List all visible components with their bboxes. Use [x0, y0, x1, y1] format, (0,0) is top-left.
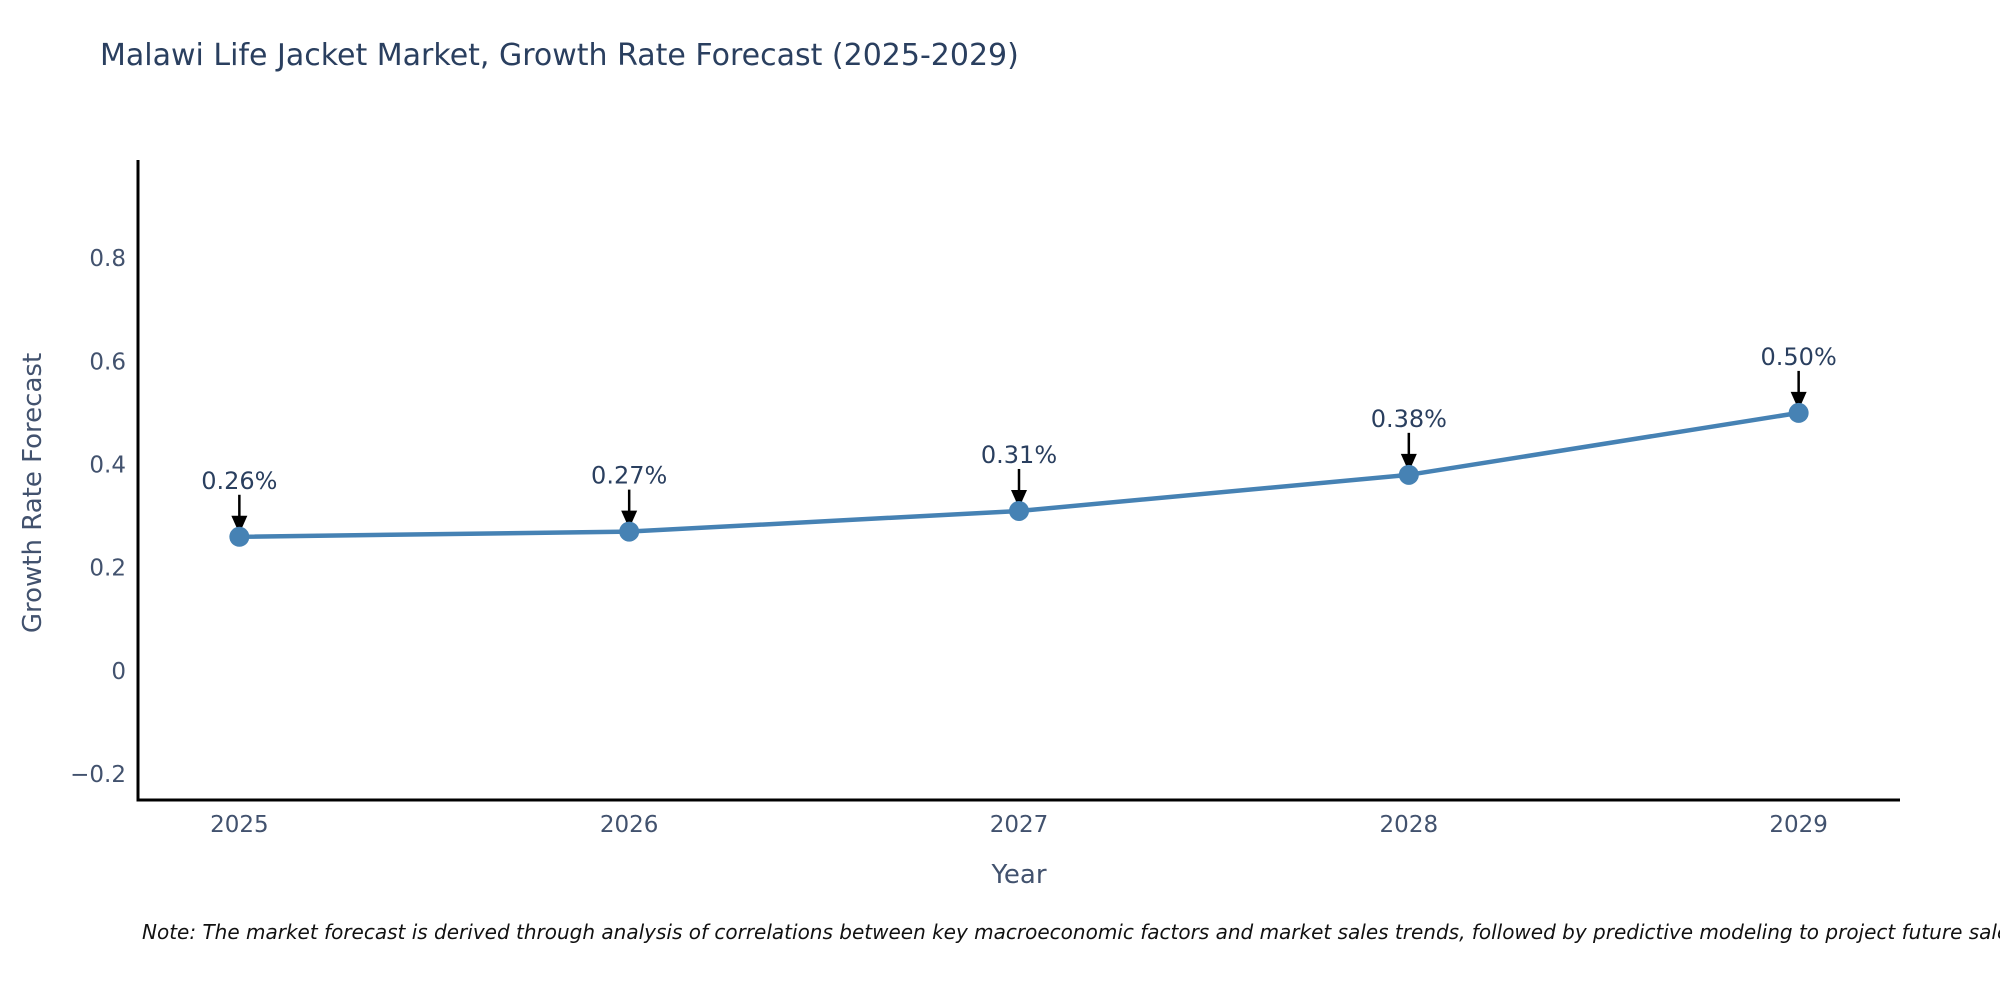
data-point-marker: [1788, 402, 1809, 423]
x-axis-title: Year: [991, 860, 1047, 890]
x-tick-label: 2025: [210, 812, 269, 838]
data-point-marker: [1398, 464, 1419, 485]
annotation-arrowhead-icon: [621, 510, 638, 529]
point-value-label: 0.26%: [201, 467, 277, 495]
data-point-marker: [619, 521, 640, 542]
x-tick-label: 2027: [990, 812, 1049, 838]
y-tick-label: 0: [111, 659, 126, 685]
annotation-arrowhead-icon: [1011, 489, 1027, 508]
y-tick-label: 0.6: [89, 349, 126, 375]
y-tick-label: −0.2: [70, 762, 126, 788]
data-point-marker: [229, 526, 250, 547]
annotation-arrowhead-icon: [1400, 453, 1417, 472]
point-value-label: 0.38%: [1371, 405, 1447, 433]
y-tick-label: 0.4: [89, 453, 126, 479]
annotation-arrowhead-icon: [1790, 391, 1807, 410]
chart-title: Malawi Life Jacket Market, Growth Rate F…: [100, 38, 1019, 73]
point-value-label: 0.27%: [591, 462, 667, 490]
y-tick-label: 0.2: [89, 556, 126, 582]
point-value-label: 0.31%: [981, 441, 1057, 469]
annotation-arrowhead-icon: [231, 515, 248, 534]
chart-footnote: Note: The market forecast is derived thr…: [142, 920, 2000, 944]
data-point-marker: [1009, 500, 1029, 521]
x-tick-label: 2029: [1769, 812, 1828, 838]
point-value-label: 0.50%: [1761, 343, 1837, 371]
y-axis-title: Growth Rate Forecast: [18, 352, 48, 634]
y-tick-label: 0.8: [89, 246, 126, 272]
x-tick-label: 2026: [600, 812, 659, 838]
x-tick-label: 2028: [1380, 812, 1439, 838]
